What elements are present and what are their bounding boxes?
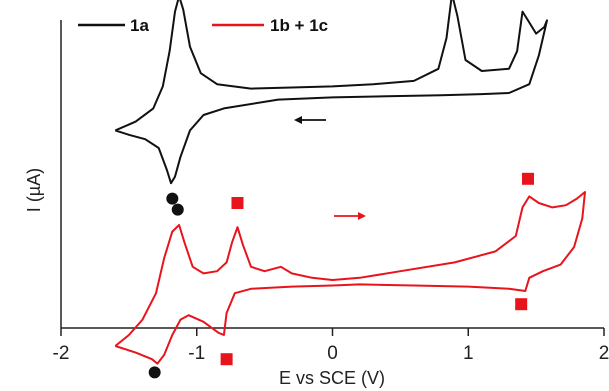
- legend: 1a 1b + 1c: [78, 16, 328, 35]
- legend-label-1b-1c: 1b + 1c: [270, 16, 328, 35]
- x-axis-tick-labels: -2 -1 0 1 2: [53, 343, 609, 364]
- legend-entry-1a: 1a: [78, 16, 149, 35]
- peak-marker-square-1b-1c-4: [521, 172, 534, 185]
- plot-area: -2 -1 0 1 2: [53, 0, 609, 379]
- x-tick-label-4: 2: [599, 343, 609, 364]
- x-tick-label-3: 1: [463, 343, 474, 364]
- scan-direction-arrows: [294, 116, 366, 220]
- legend-entry-1b-1c: 1b + 1c: [212, 16, 328, 35]
- peak-markers: [148, 172, 534, 379]
- peak-marker-square-1b-1c-2: [220, 353, 233, 366]
- x-tick-label-1: -1: [188, 343, 205, 364]
- x-tick-label-0: -2: [53, 343, 70, 364]
- series-layer: [114, 0, 586, 365]
- series-line-1b-1c: [114, 191, 586, 365]
- peak-marker-circle-1b-1c-0: [171, 203, 184, 216]
- x-axis-title: E vs SCE (V): [279, 368, 385, 388]
- series-line-1a: [114, 0, 548, 185]
- x-tick-label-2: 0: [327, 343, 338, 364]
- arrow-1a-negative-scan: [294, 116, 326, 124]
- peak-marker-square-1b-1c-1: [231, 197, 244, 209]
- peak-marker-circle-1a-1: [166, 192, 179, 205]
- arrow-1b1c-positive-scan: [334, 212, 366, 220]
- x-axis-ticks: [60, 328, 605, 336]
- peak-marker-circle-1b-1c-3: [148, 366, 161, 379]
- peak-marker-square-1b-1c-5: [515, 298, 528, 311]
- y-axis-title: I (µA): [24, 168, 44, 212]
- legend-label-1a: 1a: [130, 16, 149, 35]
